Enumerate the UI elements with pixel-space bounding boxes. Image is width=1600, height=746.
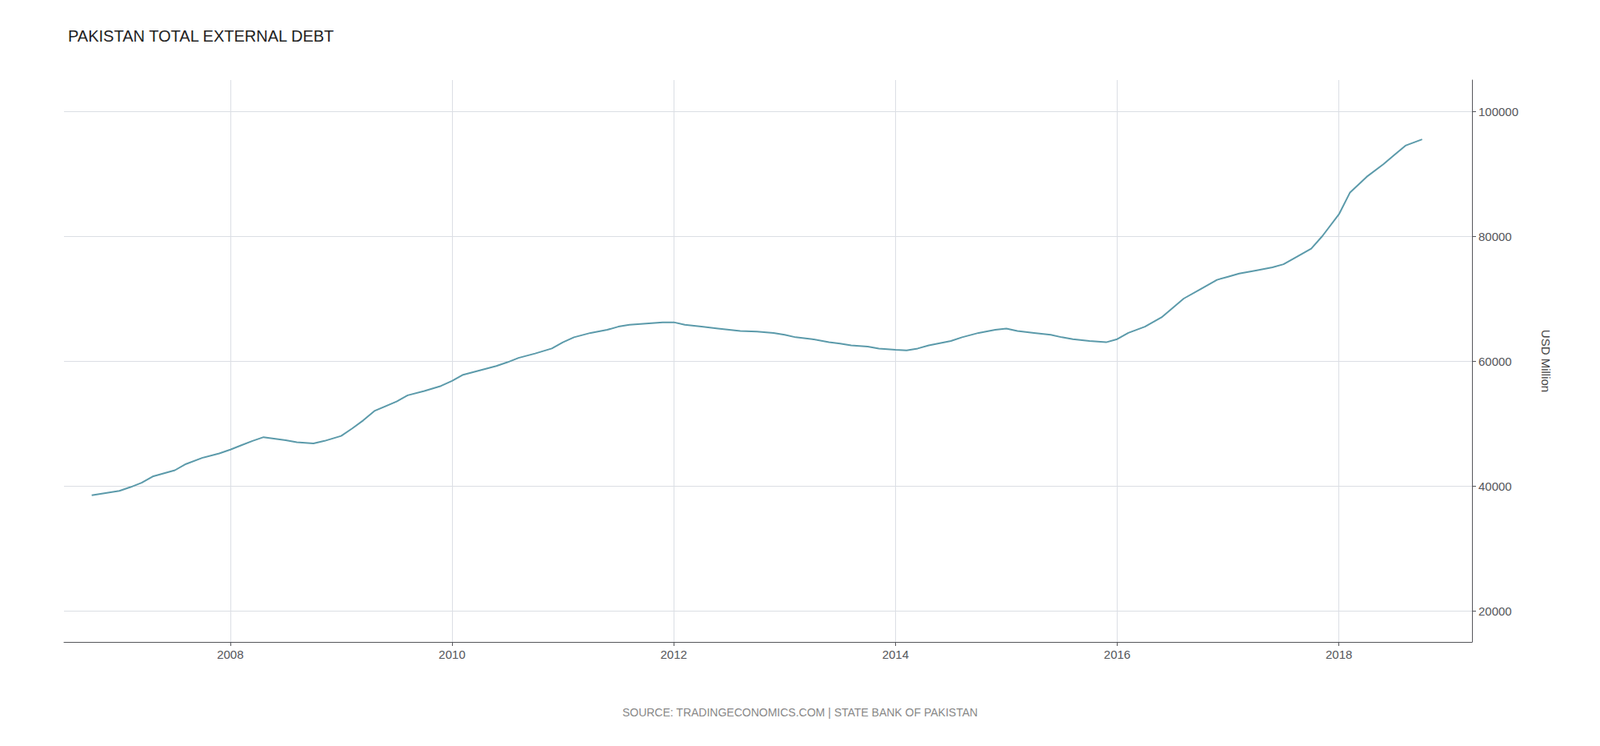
svg-text:2010: 2010 xyxy=(438,647,465,661)
svg-text:PAKISTAN TOTAL EXTERNAL DEBT: PAKISTAN TOTAL EXTERNAL DEBT xyxy=(68,27,334,45)
svg-text:2008: 2008 xyxy=(216,647,244,661)
svg-text:2014: 2014 xyxy=(882,647,909,661)
svg-text:2012: 2012 xyxy=(660,647,688,661)
svg-text:60000: 60000 xyxy=(1478,354,1512,368)
svg-text:2018: 2018 xyxy=(1325,647,1352,661)
svg-text:USD Million: USD Million xyxy=(1539,329,1553,392)
svg-text:100000: 100000 xyxy=(1478,104,1519,119)
svg-text:SOURCE: TRADINGECONOMICS.COM |: SOURCE: TRADINGECONOMICS.COM | STATE BAN… xyxy=(622,705,978,719)
svg-text:2016: 2016 xyxy=(1104,647,1131,661)
svg-text:80000: 80000 xyxy=(1478,229,1512,244)
svg-text:40000: 40000 xyxy=(1478,479,1512,493)
svg-text:20000: 20000 xyxy=(1478,604,1512,618)
